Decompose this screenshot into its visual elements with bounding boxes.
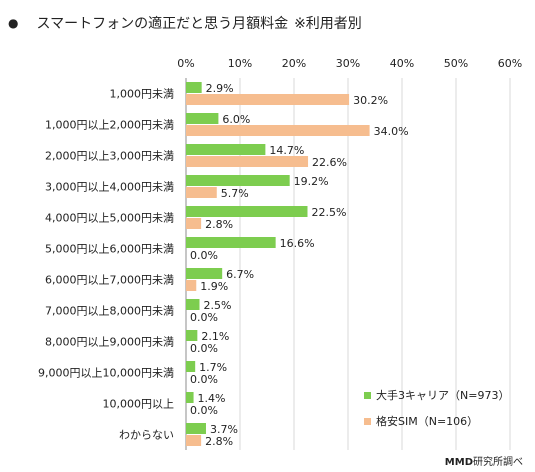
category-label: 1,000円以上2,000円未満 — [45, 119, 174, 132]
data-label: 22.5% — [312, 206, 347, 219]
bar — [186, 361, 196, 372]
data-label: 2.9% — [206, 82, 234, 95]
data-label: 2.5% — [204, 299, 232, 312]
legend-swatch — [364, 392, 371, 399]
bar — [186, 299, 200, 310]
category-label: 7,000円以上8,000円未満 — [45, 305, 174, 318]
category-label: 3,000円以上4,000円未満 — [45, 181, 174, 194]
category-label: 8,000円以上9,000円未満 — [45, 336, 174, 349]
chart-title: スマートフォンの適正だと思う月額料金 — [36, 16, 289, 32]
data-label: 5.7% — [221, 187, 249, 200]
bar — [186, 175, 290, 186]
category-label: 5,000円以上6,000円未満 — [45, 243, 174, 256]
category-label: 1,000円未満 — [110, 88, 175, 101]
data-label: 3.7% — [210, 423, 238, 436]
source-credit: MMD研究所調べ — [445, 453, 523, 468]
x-tick-label: 30% — [336, 57, 360, 70]
title-bullet: ● — [8, 16, 19, 30]
data-label: 2.8% — [205, 218, 233, 231]
data-label: 0.0% — [190, 342, 218, 355]
legend-entry: 格安SIM（N=106） — [376, 414, 478, 428]
x-tick-label: 60% — [498, 57, 522, 70]
bar — [186, 156, 309, 167]
bar — [186, 392, 194, 403]
bar — [186, 94, 350, 105]
legend-swatch — [364, 418, 371, 425]
category-label: 9,000円以上10,000円未満 — [38, 367, 174, 380]
data-label: 6.0% — [222, 113, 250, 126]
data-label: 22.6% — [312, 156, 347, 169]
x-tick-label: 50% — [444, 57, 468, 70]
data-label: 0.0% — [190, 373, 218, 386]
data-label: 0.0% — [190, 311, 218, 324]
bar — [186, 113, 219, 124]
data-label: 6.7% — [226, 268, 254, 281]
data-label: 14.7% — [269, 144, 304, 157]
category-label: 10,000円以上 — [103, 398, 175, 411]
bar — [186, 206, 308, 217]
data-label: 2.8% — [205, 435, 233, 448]
bar — [186, 82, 202, 93]
bar — [186, 435, 202, 446]
x-tick-label: 20% — [282, 57, 306, 70]
data-label: 30.2% — [353, 94, 388, 107]
category-label: わからない — [119, 429, 174, 442]
data-label: 1.9% — [200, 280, 228, 293]
chart-title-note: ※利用者別 — [294, 16, 362, 32]
data-label: 34.0% — [374, 125, 409, 138]
x-tick-label: 40% — [390, 57, 414, 70]
data-label: 1.7% — [199, 361, 227, 374]
bar — [186, 330, 198, 341]
bar — [186, 218, 202, 229]
data-label: 2.1% — [201, 330, 229, 343]
bar — [186, 423, 206, 434]
bar — [186, 187, 217, 198]
data-label: 1.4% — [198, 392, 226, 405]
category-label: 6,000円以上7,000円未満 — [45, 274, 174, 287]
data-label: 0.0% — [190, 404, 218, 417]
bar — [186, 237, 276, 248]
x-tick-label: 10% — [228, 57, 252, 70]
bar — [186, 125, 370, 136]
bar — [186, 268, 223, 279]
source-text: 研究所調べ — [473, 457, 523, 468]
chart-title-row: ● スマートフォンの適正だと思う月額料金 ※利用者別 — [8, 12, 362, 34]
source-brand: MMD — [444, 457, 473, 468]
bar — [186, 144, 266, 155]
data-label: 19.2% — [294, 175, 329, 188]
legend-entry: 大手3キャリア（N=973） — [376, 388, 509, 402]
data-label: 0.0% — [190, 249, 218, 262]
data-label: 16.6% — [280, 237, 315, 250]
category-label: 4,000円以上5,000円未満 — [45, 212, 174, 225]
category-label: 2,000円以上3,000円未満 — [45, 150, 174, 163]
x-tick-label: 0% — [177, 57, 194, 70]
bar — [186, 280, 197, 291]
